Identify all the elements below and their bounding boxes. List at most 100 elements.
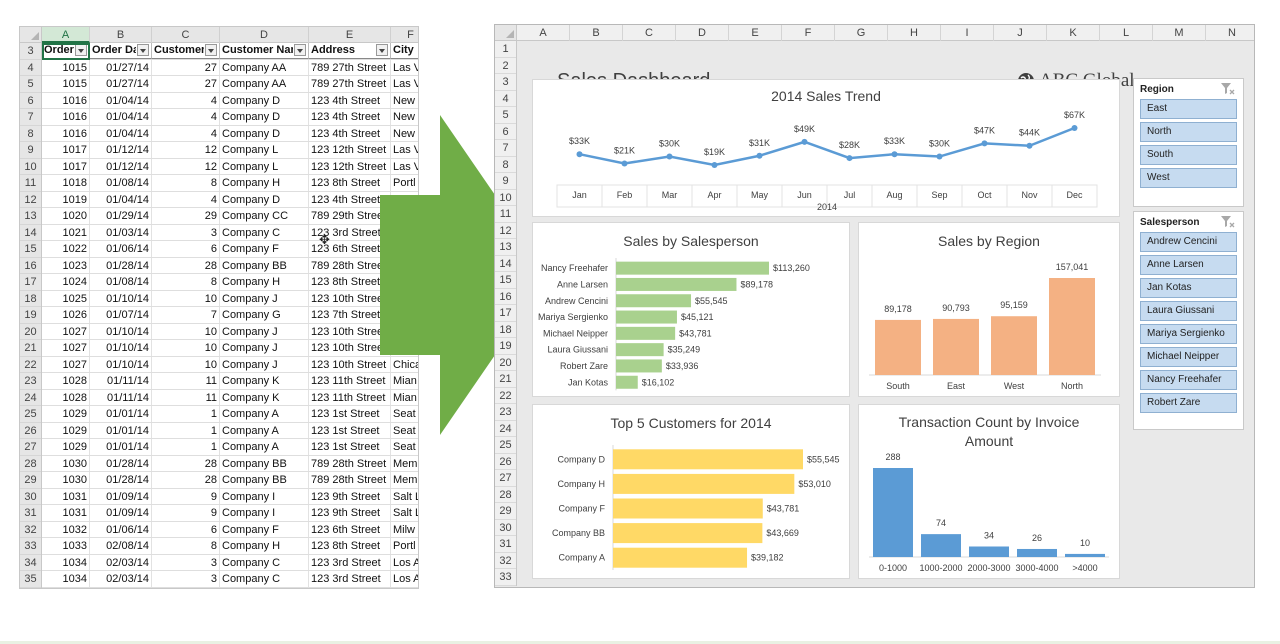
- table-cell[interactable]: 123 8th Street: [309, 175, 391, 191]
- dashboard-row-header[interactable]: 8: [495, 157, 516, 173]
- dashboard-row-header[interactable]: 13: [495, 239, 516, 256]
- table-row[interactable]: 1030 01/28/14 28 Company BB 789 28th Street M…: [42, 472, 418, 489]
- dashboard-row-header[interactable]: 11: [495, 206, 516, 223]
- table-cell[interactable]: 1034: [42, 571, 90, 587]
- filter-dropdown-icon[interactable]: [294, 44, 306, 57]
- dashboard-row-header[interactable]: 5: [495, 107, 516, 124]
- dashboard-column-header-k[interactable]: K: [1047, 25, 1100, 41]
- table-cell[interactable]: 123 1st Street: [309, 406, 391, 422]
- table-cell[interactable]: 123 10th Street: [309, 323, 391, 339]
- table-cell[interactable]: 11: [152, 373, 220, 389]
- table-row[interactable]: 1023 01/28/14 28 Company BB 789 28th Street: [42, 257, 418, 274]
- table-cell[interactable]: 3: [152, 571, 220, 587]
- sales-by-salesperson-chart[interactable]: Sales by Salesperson Nancy Freehafer $113…: [532, 222, 850, 397]
- table-cell[interactable]: 1016: [42, 109, 90, 125]
- table-cell[interactable]: Los A: [391, 555, 418, 571]
- row-header[interactable]: 22: [20, 357, 41, 373]
- row-header[interactable]: 3: [20, 43, 41, 60]
- table-cell[interactable]: 10: [152, 340, 220, 356]
- table-cell[interactable]: 123 10th Street: [309, 340, 391, 356]
- table-cell[interactable]: 789 28th Street: [309, 257, 391, 273]
- table-cell[interactable]: Company BB: [220, 257, 309, 273]
- table-cell[interactable]: 01/04/14: [90, 125, 152, 141]
- row-header[interactable]: 25: [20, 406, 41, 423]
- table-row[interactable]: 1030 01/28/14 28 Company BB 789 28th Street M…: [42, 455, 418, 472]
- filter-dropdown-icon[interactable]: [205, 44, 217, 57]
- dashboard-column-header-f[interactable]: F: [782, 25, 835, 41]
- sales-trend-chart[interactable]: 2014 Sales Trend $33K Jan $21K Feb $30K Mar $1…: [532, 79, 1120, 217]
- dashboard-row-header[interactable]: 20: [495, 355, 516, 371]
- row-header[interactable]: 8: [20, 126, 41, 142]
- table-header-cell[interactable]: Order: [42, 43, 90, 59]
- row-header[interactable]: 29: [20, 472, 41, 489]
- dashboard-row-header[interactable]: 28: [495, 487, 516, 503]
- row-header[interactable]: 18: [20, 291, 41, 307]
- table-cell[interactable]: 7: [152, 307, 220, 323]
- row-header[interactable]: 14: [20, 225, 41, 241]
- table-row[interactable]: 1028 01/11/14 11 Company K 123 11th Street Mi…: [42, 389, 418, 406]
- sales-by-region-chart[interactable]: Sales by Region 89,178 South 90,793 East 95,…: [858, 222, 1120, 397]
- dashboard-row-header[interactable]: 1: [495, 41, 516, 58]
- dashboard-column-header-m[interactable]: M: [1153, 25, 1206, 41]
- table-cell[interactable]: 01/04/14: [90, 92, 152, 108]
- column-header-f[interactable]: F: [391, 27, 418, 43]
- dashboard-row-header[interactable]: 2: [495, 58, 516, 74]
- table-cell[interactable]: 1: [152, 406, 220, 422]
- dashboard-row-header[interactable]: 9: [495, 173, 516, 190]
- table-row[interactable]: 1021 01/03/14 3 Company C 123 3rd Street: [42, 224, 418, 241]
- table-cell[interactable]: Company H: [220, 538, 309, 554]
- table-cell[interactable]: 01/08/14: [90, 175, 152, 191]
- table-cell[interactable]: Company J: [220, 290, 309, 306]
- filter-dropdown-icon[interactable]: [376, 44, 388, 57]
- table-cell[interactable]: Chica: [391, 357, 418, 373]
- table-row[interactable]: 1016 01/04/14 4 Company D 123 4th Street New: [42, 125, 418, 142]
- slicer-item-andrew-cencini[interactable]: Andrew Cencini: [1140, 232, 1237, 252]
- dashboard-row-header[interactable]: 4: [495, 91, 516, 107]
- dashboard-row-header[interactable]: 30: [495, 520, 516, 536]
- table-cell[interactable]: 28: [152, 257, 220, 273]
- table-cell[interactable]: 1028: [42, 389, 90, 405]
- table-cell[interactable]: 12: [152, 142, 220, 158]
- table-row[interactable]: 1019 01/04/14 4 Company D 123 4th Street: [42, 191, 418, 208]
- table-cell[interactable]: 6: [152, 241, 220, 257]
- slicer-item-michael-neipper[interactable]: Michael Neipper: [1140, 347, 1237, 367]
- table-row[interactable]: 1027 01/10/14 10 Company J 123 10th Street Ch…: [42, 356, 418, 373]
- row-header[interactable]: 21: [20, 340, 41, 357]
- table-cell[interactable]: Company A: [220, 406, 309, 422]
- dashboard-row-header[interactable]: 14: [495, 256, 516, 272]
- dashboard-row-header[interactable]: 12: [495, 223, 516, 239]
- table-cell[interactable]: Company L: [220, 142, 309, 158]
- table-cell[interactable]: Company F: [220, 241, 309, 257]
- table-cell[interactable]: 9: [152, 505, 220, 521]
- table-row[interactable]: 1033 02/08/14 8 Company H 123 8th Street Port…: [42, 538, 418, 555]
- table-cell[interactable]: 01/07/14: [90, 307, 152, 323]
- table-cell[interactable]: 123 6th Street: [309, 521, 391, 537]
- row-header[interactable]: 10: [20, 159, 41, 175]
- table-cell[interactable]: Company J: [220, 356, 309, 372]
- dashboard-column-header-j[interactable]: J: [994, 25, 1047, 41]
- table-cell[interactable]: 123 1st Street: [309, 439, 391, 455]
- table-cell[interactable]: 1021: [42, 224, 90, 240]
- row-header[interactable]: 26: [20, 423, 41, 439]
- table-cell[interactable]: New: [391, 126, 418, 142]
- table-row[interactable]: 1031 01/09/14 9 Company I 123 9th Street Salt…: [42, 488, 418, 505]
- table-cell[interactable]: 8: [152, 538, 220, 554]
- table-cell[interactable]: 4: [152, 191, 220, 207]
- table-cell[interactable]: 1018: [42, 175, 90, 191]
- row-header[interactable]: 11: [20, 175, 41, 192]
- table-cell[interactable]: 1031: [42, 488, 90, 504]
- table-cell[interactable]: Company C: [220, 554, 309, 570]
- table-cell[interactable]: 01/28/14: [90, 472, 152, 488]
- row-header[interactable]: 20: [20, 324, 41, 340]
- table-cell[interactable]: 123 8th Street: [309, 274, 391, 290]
- table-row[interactable]: 1020 01/29/14 29 Company CC 789 29th Street: [42, 208, 418, 225]
- dashboard-row-header[interactable]: 24: [495, 421, 516, 437]
- table-cell[interactable]: 01/11/14: [90, 389, 152, 405]
- table-cell[interactable]: 1029: [42, 406, 90, 422]
- table-cell[interactable]: Mem: [391, 472, 418, 488]
- table-cell[interactable]: 1017: [42, 158, 90, 174]
- table-row[interactable]: 1031 01/09/14 9 Company I 123 9th Street Salt…: [42, 505, 418, 522]
- table-cell[interactable]: 123 3rd Street: [309, 554, 391, 570]
- dashboard-row-header[interactable]: 25: [495, 437, 516, 454]
- table-cell[interactable]: 9: [152, 488, 220, 504]
